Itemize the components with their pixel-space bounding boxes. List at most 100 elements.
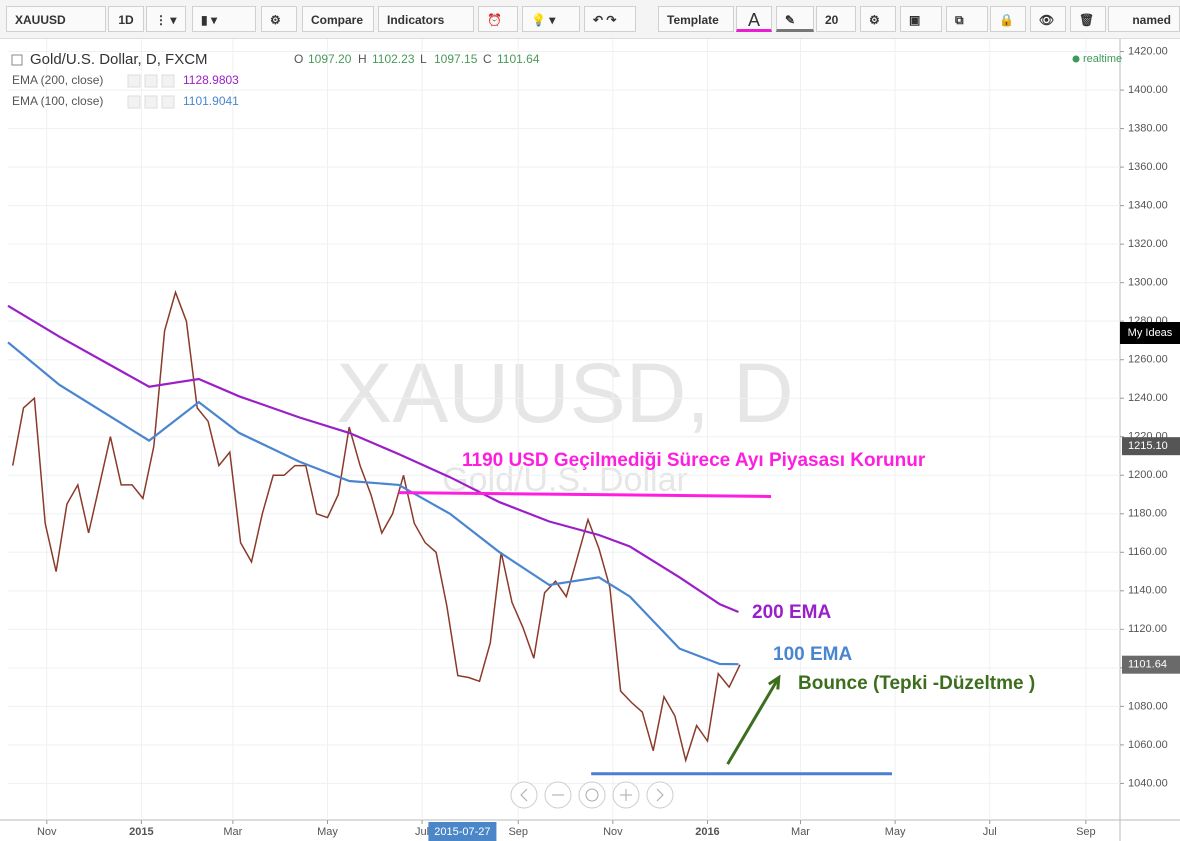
plot-area: [0, 38, 1120, 820]
price-tag: [1122, 437, 1180, 456]
icon: [620, 789, 632, 801]
ohlc-key: C: [483, 52, 492, 66]
indicator-control: [144, 95, 158, 109]
x-tick-label: 2015: [129, 826, 153, 838]
price-tag-label: 1101.64: [1128, 659, 1167, 671]
scroll-left[interactable]: [510, 781, 538, 809]
crosshair-date: 2015-07-27: [434, 826, 490, 838]
ohlc-key: L: [420, 52, 427, 66]
visibility[interactable]: 👁: [1030, 6, 1066, 32]
indicators[interactable]: Indicators: [378, 6, 474, 32]
reset[interactable]: [578, 781, 606, 809]
lock[interactable]: 🔒: [990, 6, 1026, 32]
y-tick-label: 1300.00: [1128, 277, 1168, 289]
delete[interactable]: 🗑: [1070, 6, 1106, 32]
crosshair-date-box: [428, 822, 497, 841]
text-color[interactable]: A: [736, 6, 772, 32]
clone[interactable]: ⧉: [946, 6, 988, 32]
y-tick-label: 1120.00: [1128, 623, 1167, 635]
alert[interactable]: ⏰: [478, 6, 518, 32]
x-tick-label: Nov: [37, 826, 57, 838]
compare[interactable]: Compare: [302, 6, 374, 32]
ohlc-key: H: [358, 52, 367, 66]
undo-redo[interactable]: ↶ ↷: [584, 6, 636, 32]
indicator-value: 1101.9041: [183, 94, 239, 108]
y-tick-label: 1080.00: [1128, 700, 1168, 712]
symbol[interactable]: XAUUSD: [6, 6, 106, 32]
annotation-text: 1190 USD Geçilmediği Sürece Ayı Piyasası…: [462, 450, 926, 471]
y-tick-label: 1140.00: [1128, 585, 1167, 597]
ohlc-value: 1102.23: [372, 52, 415, 66]
indicator-control: [127, 95, 141, 109]
y-tick-label: 1260.00: [1128, 354, 1168, 366]
legend-title: Gold/U.S. Dollar, D, FXCM: [30, 51, 208, 68]
layout-name[interactable]: named: [1108, 6, 1180, 32]
chart-style[interactable]: ▮ ▾: [192, 6, 256, 32]
y-tick-label: 1380.00: [1128, 122, 1168, 134]
indicator-value: 1128.9803: [183, 73, 239, 87]
y-tick-label: 1400.00: [1128, 84, 1168, 96]
ohlc-value: 1097.15: [434, 52, 478, 66]
indicator-name: EMA (100, close): [12, 94, 103, 108]
navigation: [510, 781, 674, 809]
y-tick-label: 1180.00: [1128, 508, 1167, 520]
scroll-right[interactable]: [646, 781, 674, 809]
ohlc-key: O: [294, 52, 303, 66]
x-tick-label: Jul: [415, 826, 429, 838]
y-tick-label: 1200.00: [1128, 469, 1168, 481]
annotation-text: 100 EMA: [773, 644, 852, 665]
toolbar: XAUUSD 1D ⋮ ▾ ▮ ▾ ⚙ Compare Indicators ⏰…: [0, 0, 1180, 39]
indicator-name: EMA (200, close): [12, 73, 103, 87]
y-tick-label: 1360.00: [1128, 161, 1168, 173]
price-tag-label: 1215.10: [1128, 440, 1168, 452]
y-tick-label: 1060.00: [1128, 739, 1168, 751]
settings[interactable]: ⚙: [261, 6, 297, 32]
my-ideas-label: My Ideas: [1128, 327, 1173, 339]
annotation-line: [398, 491, 772, 498]
indicator-control: [144, 74, 158, 88]
icon: [656, 788, 664, 802]
ohlc-value: 1101.64: [497, 52, 540, 66]
y-tick-label: 1320.00: [1128, 238, 1168, 250]
x-tick-label: May: [317, 826, 338, 838]
x-tick-label: Nov: [603, 826, 623, 838]
properties[interactable]: ⚙: [860, 6, 896, 32]
menu[interactable]: ⋮ ▾: [146, 6, 186, 32]
annotation-line: [726, 676, 781, 765]
line-color[interactable]: ✎: [776, 6, 814, 32]
template[interactable]: Template: [658, 6, 734, 32]
ema-line: [7, 341, 739, 666]
x-tick-label: 2016: [695, 826, 719, 838]
indicator-control: [127, 74, 141, 88]
icon: [520, 788, 528, 802]
annotation-text: Bounce (Tepki -Düzeltme ): [798, 673, 1035, 694]
y-tick-label: 1040.00: [1128, 777, 1168, 789]
x-tick-label: May: [885, 826, 906, 838]
y-tick-label: 1240.00: [1128, 392, 1168, 404]
interval[interactable]: 1D: [108, 6, 144, 32]
ema-line: [7, 304, 739, 614]
my-ideas-button[interactable]: [1120, 322, 1180, 344]
status-dot: [1072, 55, 1080, 63]
annotation-text: 200 EMA: [752, 602, 831, 623]
indicator-control: [161, 95, 175, 109]
y-tick-label: 1420.00: [1128, 45, 1168, 57]
x-tick-label: Jul: [983, 826, 997, 838]
collapse: [11, 54, 23, 66]
status: realtime: [1083, 53, 1122, 65]
x-tick-label: Sep: [1076, 826, 1096, 838]
y-tick-label: 1160.00: [1128, 546, 1167, 558]
watermark-symbol: XAUUSD, D: [336, 346, 793, 440]
x-tick-label: Mar: [223, 826, 242, 838]
indicator-control: [161, 74, 175, 88]
price-line: [11, 289, 741, 764]
ideas[interactable]: 💡 ▾: [522, 6, 580, 32]
arrow-head: [767, 674, 781, 690]
font-size[interactable]: 20: [816, 6, 856, 32]
ohlc-value: 1097.20: [308, 52, 352, 66]
x-tick-label: Mar: [791, 826, 810, 838]
order[interactable]: ▣: [900, 6, 942, 32]
